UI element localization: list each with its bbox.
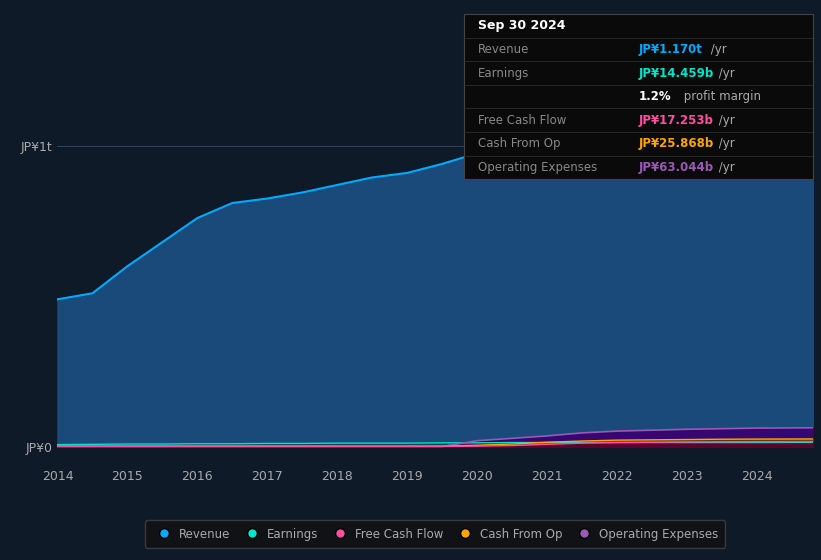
Text: /yr: /yr — [715, 137, 735, 150]
Text: /yr: /yr — [715, 67, 735, 80]
Text: /yr: /yr — [715, 114, 735, 127]
Text: JP¥63.044b: JP¥63.044b — [639, 161, 713, 174]
Text: Free Cash Flow: Free Cash Flow — [478, 114, 566, 127]
Text: profit margin: profit margin — [680, 90, 761, 103]
Text: JP¥25.868b: JP¥25.868b — [639, 137, 713, 150]
Text: Operating Expenses: Operating Expenses — [478, 161, 597, 174]
Text: /yr: /yr — [715, 161, 735, 174]
Text: JP¥1.170t: JP¥1.170t — [639, 43, 702, 56]
Text: JP¥14.459b: JP¥14.459b — [639, 67, 713, 80]
Text: Sep 30 2024: Sep 30 2024 — [478, 19, 566, 32]
Text: JP¥17.253b: JP¥17.253b — [639, 114, 713, 127]
Text: /yr: /yr — [708, 43, 727, 56]
Text: Earnings: Earnings — [478, 67, 530, 80]
Text: Cash From Op: Cash From Op — [478, 137, 560, 150]
Text: 1.2%: 1.2% — [639, 90, 671, 103]
Text: Revenue: Revenue — [478, 43, 530, 56]
Legend: Revenue, Earnings, Free Cash Flow, Cash From Op, Operating Expenses: Revenue, Earnings, Free Cash Flow, Cash … — [144, 520, 726, 548]
